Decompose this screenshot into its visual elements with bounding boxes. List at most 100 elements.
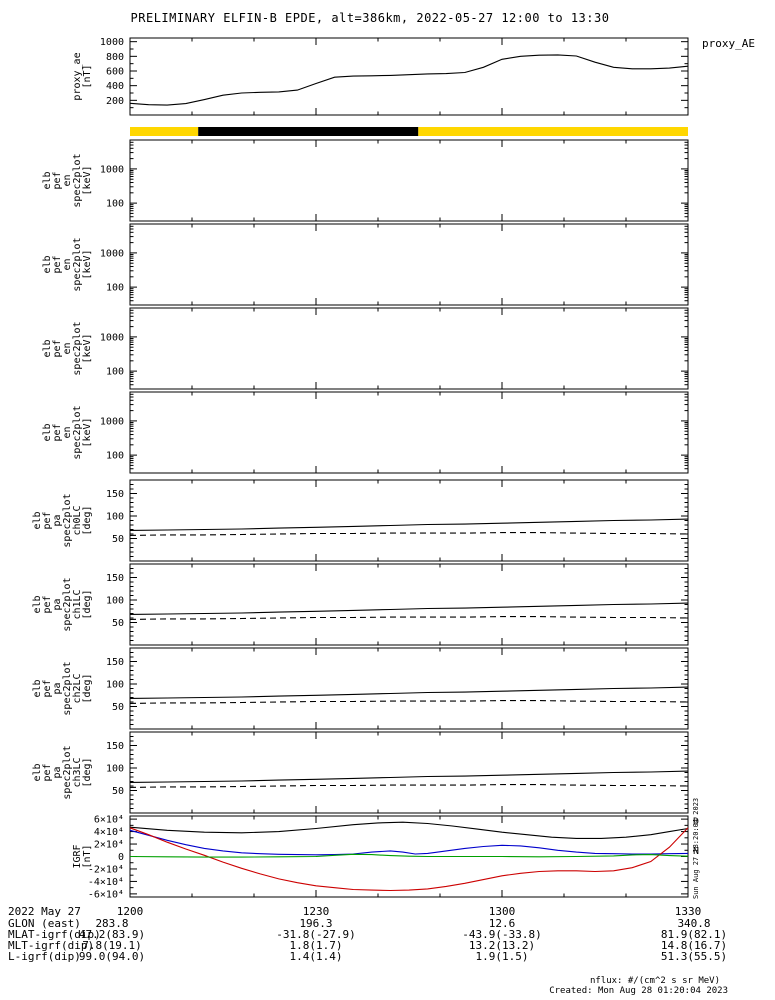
igrf-ytick-label: -4×10⁴ bbox=[88, 877, 124, 888]
en1-ylabel-line: pef bbox=[52, 255, 63, 273]
pa1-anti-loss-cone-line bbox=[129, 616, 689, 620]
igrf-series-green-line bbox=[129, 853, 689, 858]
en0-ytick-label: 1000 bbox=[100, 164, 124, 175]
mlt-value: 7.8(19.1) bbox=[82, 939, 142, 952]
pa3-ylabel-line: [deg] bbox=[82, 757, 93, 787]
proxy_ae-ytick-label: 1000 bbox=[100, 37, 124, 48]
en0-ylabel-line: en bbox=[62, 174, 73, 186]
mlat-value: 81.9(82.1) bbox=[660, 928, 728, 941]
en0-ytick-label: 100 bbox=[106, 199, 124, 210]
igrf-series-label-D: D bbox=[693, 817, 699, 828]
proxy_ae-frame bbox=[129, 37, 689, 116]
proxy_ae-ytick-label: 200 bbox=[106, 96, 124, 107]
igrf-series-black-line bbox=[129, 821, 689, 839]
pa0-ylabel-line: ch0LC bbox=[72, 505, 83, 535]
proxy_ae-ytick-label: 800 bbox=[106, 52, 124, 63]
pa2-anti-loss-cone-line bbox=[129, 700, 689, 704]
time-tick-label: 1330 bbox=[674, 905, 702, 918]
en1-ylabel-line: spec2plot bbox=[72, 237, 83, 291]
mlat-value: -31.8(-27.9) bbox=[276, 928, 356, 941]
pa3-ylabel-line: pef bbox=[42, 763, 53, 781]
proxy-ae-right-label: proxy_AE bbox=[702, 37, 755, 50]
pa2-ylabel-line: ch2LC bbox=[72, 673, 83, 703]
pa1-ylabel-line: ch1LC bbox=[72, 589, 83, 619]
glon-label: GLON (east) bbox=[8, 917, 81, 930]
en0-ylabel-line: pef bbox=[52, 171, 63, 189]
en3-ylabel-line: [keV] bbox=[82, 417, 93, 447]
en3-ylabel-line: pef bbox=[52, 423, 63, 441]
igrf-series-blue-line bbox=[129, 829, 689, 856]
pa0-frame bbox=[129, 479, 689, 562]
lshell-value: 51.3(55.5) bbox=[660, 950, 728, 963]
pa1-ylabel-line: pa bbox=[52, 598, 63, 610]
pa0-ylabel-line: pef bbox=[42, 511, 53, 529]
survey-mode-segment bbox=[198, 127, 419, 136]
mlat-value: 47.2(83.9) bbox=[78, 928, 146, 941]
pa0-loss-cone-line bbox=[129, 518, 689, 531]
time-tick-label: 1200 bbox=[116, 905, 144, 918]
en1-frame bbox=[129, 223, 689, 306]
mlat-row: MLAT-igrf(dip) 47.2(83.9) -31.8(-27.9) -… bbox=[0, 928, 775, 941]
igrf-ytick-label: 4×10⁴ bbox=[94, 827, 124, 838]
proxy_ae-ylabel-line: [nT] bbox=[82, 64, 93, 88]
pa0-ytick-label: 150 bbox=[106, 489, 124, 500]
pa3-ylabel-line: spec2plot bbox=[62, 745, 73, 799]
igrf-ytick-label: 0 bbox=[118, 852, 124, 863]
lshell-value: 1.9(1.5) bbox=[475, 950, 529, 963]
pa1-ytick-label: 150 bbox=[106, 573, 124, 584]
pa0-ylabel-line: [deg] bbox=[82, 505, 93, 535]
pa2-frame bbox=[129, 647, 689, 730]
pa0-ytick-label: 100 bbox=[106, 512, 124, 523]
date-label: 2022 May 27 bbox=[8, 905, 81, 918]
survey-mode-segment bbox=[130, 127, 199, 136]
mlt-value: 14.8(16.7) bbox=[660, 939, 728, 952]
glon-row: GLON (east) 283.8 196.3 12.6 340.8 bbox=[0, 917, 775, 930]
en1-ytick-label: 1000 bbox=[100, 248, 124, 259]
pa2-ytick-label: 150 bbox=[106, 657, 124, 668]
igrf-ytick-label: 2×10⁴ bbox=[94, 840, 124, 851]
en2-ylabel-line: pef bbox=[52, 339, 63, 357]
nflux-units-note: nflux: #/(cm^2 s sr MeV) bbox=[589, 976, 720, 986]
pa2-loss-cone-line bbox=[129, 686, 689, 699]
igrf-ylabel-line: [nT] bbox=[82, 844, 93, 868]
side-timestamp: Sun Aug 27 18:20:04 2023 bbox=[692, 797, 700, 899]
pa1-ylabel-line: [deg] bbox=[82, 589, 93, 619]
glon-value: 12.6 bbox=[488, 917, 516, 930]
lshell-label: L-igrf(dip) bbox=[8, 950, 81, 963]
mlt-label: MLT-igrf(dip) bbox=[8, 939, 95, 952]
pa2-ylabel-line: elb bbox=[32, 679, 43, 697]
glon-value: 283.8 bbox=[95, 917, 129, 930]
pa1-ytick-label: 100 bbox=[106, 596, 124, 607]
pa2-ytick-label: 50 bbox=[112, 702, 124, 713]
pa1-ylabel-line: elb bbox=[32, 595, 43, 613]
mlt-row: MLT-igrf(dip) 7.8(19.1) 1.8(1.7) 13.2(13… bbox=[0, 939, 775, 952]
pa2-ylabel-line: pa bbox=[52, 682, 63, 694]
proxy_ae-ylabel-line: proxy_ae bbox=[72, 52, 83, 100]
pa2-ytick-label: 100 bbox=[106, 680, 124, 691]
pa2-ylabel-line: spec2plot bbox=[62, 661, 73, 715]
en0-ylabel-line: [keV] bbox=[82, 165, 93, 195]
en1-ylabel-line: en bbox=[62, 258, 73, 270]
created-timestamp: Created: Mon Aug 28 01:20:04 2023 bbox=[549, 986, 728, 996]
igrf-ytick-label: -2×10⁴ bbox=[88, 864, 124, 875]
time-tick-label: 1230 bbox=[302, 905, 330, 918]
time-tick-label: 1300 bbox=[488, 905, 516, 918]
mlt-value: 1.8(1.7) bbox=[289, 939, 343, 952]
igrf-series-red-line bbox=[129, 827, 689, 892]
igrf-ytick-label: -6×10⁴ bbox=[88, 889, 124, 900]
lshell-row: L-igrf(dip) 99.0(94.0) 1.4(1.4) 1.9(1.5)… bbox=[0, 950, 775, 963]
en2-ylabel-line: elb bbox=[42, 339, 53, 357]
mlat-value: -43.9(-33.8) bbox=[462, 928, 542, 941]
pa3-ylabel-line: pa bbox=[52, 766, 63, 778]
lshell-value: 1.4(1.4) bbox=[289, 950, 343, 963]
en2-ylabel-line: [keV] bbox=[82, 333, 93, 363]
en2-ytick-label: 1000 bbox=[100, 332, 124, 343]
pa3-ylabel-line: ch3LC bbox=[72, 757, 83, 787]
pa3-anti-loss-cone-line bbox=[129, 784, 689, 788]
en3-ylabel-line: elb bbox=[42, 423, 53, 441]
pa1-ylabel-line: pef bbox=[42, 595, 53, 613]
pa1-loss-cone-line bbox=[129, 602, 689, 615]
pa0-ylabel-line: pa bbox=[52, 514, 63, 526]
en3-ytick-label: 100 bbox=[106, 451, 124, 462]
